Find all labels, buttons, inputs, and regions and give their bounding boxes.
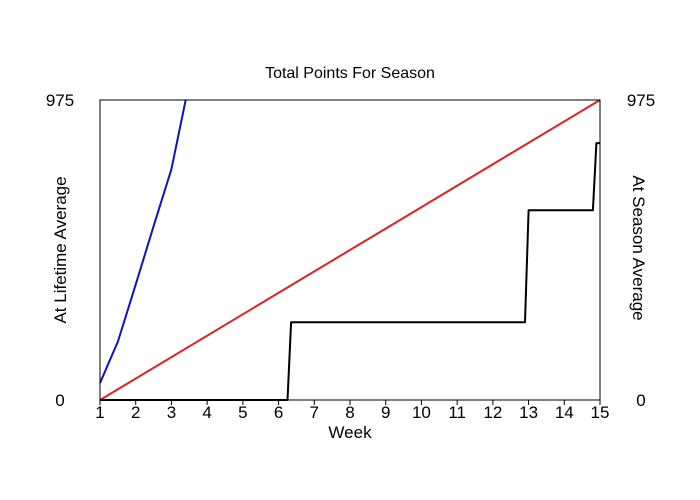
y-right-tick-max: 975	[627, 91, 655, 110]
series-line-season	[99, 99, 601, 401]
x-tick-label: 5	[238, 403, 247, 422]
x-axis-ticks: 1 2 3 4 5 6 7 8 9 10 11 12 13 14 15	[95, 400, 609, 422]
x-tick-label: 11	[448, 403, 466, 422]
x-tick-label: 3	[167, 403, 176, 422]
chart-title: Total Points For Season	[265, 65, 435, 82]
x-tick-label: 15	[591, 403, 610, 422]
x-tick-label: 13	[519, 403, 538, 422]
x-tick-label: 10	[412, 403, 431, 422]
x-tick-label: 7	[310, 403, 319, 422]
y-axis-label-right: At Season Average	[629, 175, 648, 320]
y-left-tick-max: 975	[46, 91, 74, 110]
series-layer	[99, 99, 601, 401]
x-tick-label: 14	[555, 403, 574, 422]
series-line-actual	[100, 142, 600, 401]
y-right-tick-min: 0	[636, 391, 645, 410]
x-tick-label: 12	[483, 403, 502, 422]
y-axis-label-left: At Lifetime Average	[51, 176, 70, 323]
x-tick-label: 8	[345, 403, 354, 422]
x-tick-label: 6	[274, 403, 283, 422]
x-tick-label: 9	[381, 403, 390, 422]
x-tick-label: 4	[202, 403, 211, 422]
y-left-tick-min: 0	[55, 391, 64, 410]
x-tick-label: 1	[95, 403, 104, 422]
x-axis-label: Week	[328, 423, 372, 442]
x-tick-label: 2	[131, 403, 140, 422]
series-line-lifetime	[99, 99, 187, 384]
